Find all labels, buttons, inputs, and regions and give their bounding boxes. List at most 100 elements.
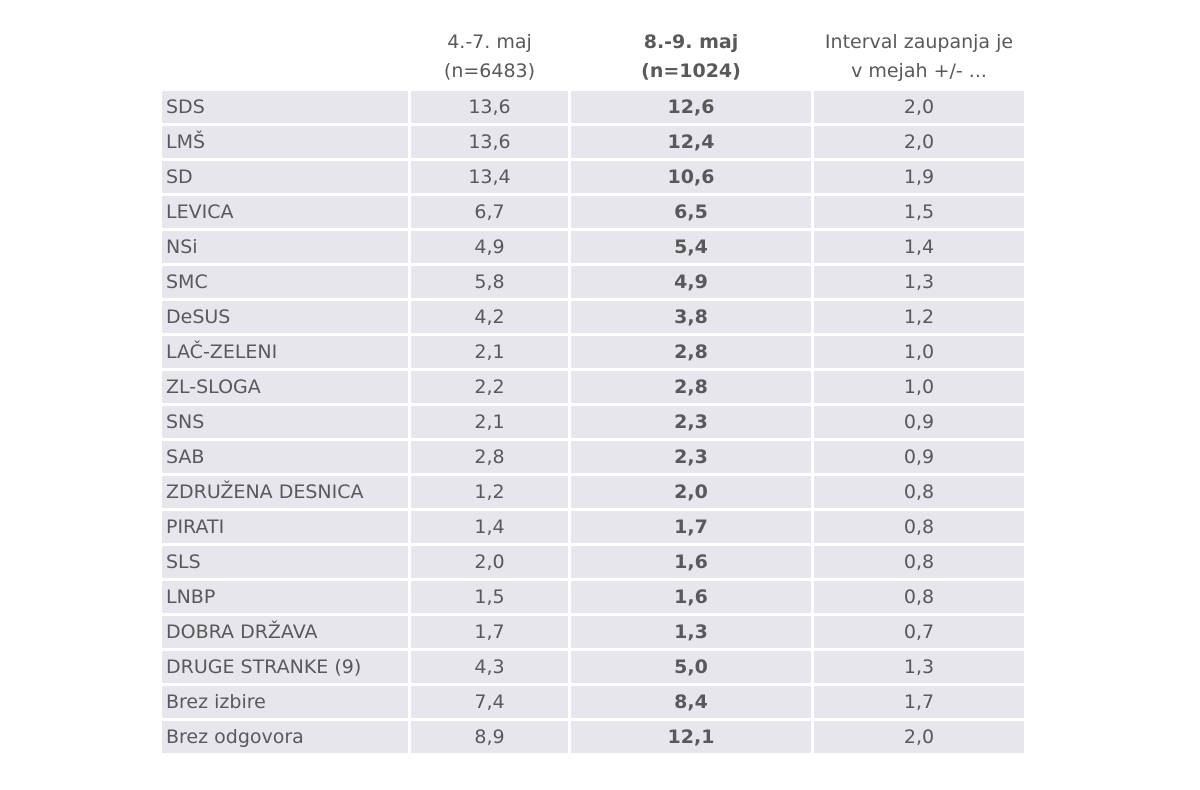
value-8-9-maj-cell: 5,4 <box>571 231 811 263</box>
interval-cell: 0,9 <box>814 406 1024 438</box>
interval-cell: 1,7 <box>814 686 1024 718</box>
header-col-4-7-maj-line1: 4.-7. maj <box>447 31 532 53</box>
interval-cell: 1,2 <box>814 301 1024 333</box>
party-name-cell: SMC <box>162 266 408 298</box>
value-8-9-maj-cell: 12,1 <box>571 721 811 753</box>
value-4-7-maj-cell: 4,3 <box>411 651 568 683</box>
table-row: SLS 2,0 1,6 0,8 <box>162 546 1024 578</box>
party-name-cell: DOBRA DRŽAVA <box>162 616 408 648</box>
interval-cell: 1,0 <box>814 371 1024 403</box>
header-col-4-7-maj: 4.-7. maj (n=6483) <box>411 28 568 90</box>
value-4-7-maj-cell: 2,8 <box>411 441 568 473</box>
party-name-cell: LEVICA <box>162 196 408 228</box>
value-4-7-maj-cell: 4,2 <box>411 301 568 333</box>
interval-cell: 2,0 <box>814 91 1024 123</box>
party-name-cell: SD <box>162 161 408 193</box>
value-8-9-maj-cell: 2,3 <box>571 406 811 438</box>
table-row: SMC 5,8 4,9 1,3 <box>162 266 1024 298</box>
value-8-9-maj-cell: 12,4 <box>571 126 811 158</box>
party-name-cell: SAB <box>162 441 408 473</box>
value-8-9-maj-cell: 2,8 <box>571 371 811 403</box>
party-name-cell: LNBP <box>162 581 408 613</box>
value-4-7-maj-cell: 13,4 <box>411 161 568 193</box>
interval-cell: 0,7 <box>814 616 1024 648</box>
value-4-7-maj-cell: 6,7 <box>411 196 568 228</box>
table-row: PIRATI 1,4 1,7 0,8 <box>162 511 1024 543</box>
party-name-cell: NSi <box>162 231 408 263</box>
interval-cell: 1,0 <box>814 336 1024 368</box>
value-8-9-maj-cell: 1,7 <box>571 511 811 543</box>
table-row: DOBRA DRŽAVA 1,7 1,3 0,7 <box>162 616 1024 648</box>
table-row: SD 13,4 10,6 1,9 <box>162 161 1024 193</box>
value-4-7-maj-cell: 13,6 <box>411 126 568 158</box>
party-name-cell: SLS <box>162 546 408 578</box>
interval-cell: 1,3 <box>814 651 1024 683</box>
header-col-interval-line1: Interval zaupanja je <box>824 31 1014 53</box>
value-4-7-maj-cell: 2,1 <box>411 336 568 368</box>
value-4-7-maj-cell: 5,8 <box>411 266 568 298</box>
interval-cell: 2,0 <box>814 126 1024 158</box>
table-row: DeSUS 4,2 3,8 1,2 <box>162 301 1024 333</box>
header-col-interval: Interval zaupanja je v mejah +/- ... <box>814 28 1024 90</box>
interval-cell: 1,9 <box>814 161 1024 193</box>
value-8-9-maj-cell: 6,5 <box>571 196 811 228</box>
value-4-7-maj-cell: 2,2 <box>411 371 568 403</box>
interval-cell: 2,0 <box>814 721 1024 753</box>
header-col-interval-line2: v mejah +/- ... <box>851 60 987 82</box>
value-4-7-maj-cell: 1,2 <box>411 476 568 508</box>
value-4-7-maj-cell: 2,1 <box>411 406 568 438</box>
party-name-cell: DRUGE STRANKE (9) <box>162 651 408 683</box>
party-name-cell: ZL-SLOGA <box>162 371 408 403</box>
value-8-9-maj-cell: 10,6 <box>571 161 811 193</box>
header-col-4-7-maj-line2: (n=6483) <box>443 60 536 82</box>
table-header: 4.-7. maj (n=6483) 8.-9. maj (n=1024) In… <box>162 28 1024 90</box>
party-name-cell: LMŠ <box>162 126 408 158</box>
value-8-9-maj-cell: 5,0 <box>571 651 811 683</box>
value-8-9-maj-cell: 1,6 <box>571 546 811 578</box>
header-party-empty <box>162 28 408 90</box>
value-4-7-maj-cell: 13,6 <box>411 91 568 123</box>
value-4-7-maj-cell: 1,7 <box>411 616 568 648</box>
table-row: Brez odgovora 8,9 12,1 2,0 <box>162 721 1024 753</box>
value-4-7-maj-cell: 2,0 <box>411 546 568 578</box>
party-name-cell: DeSUS <box>162 301 408 333</box>
party-name-cell: Brez odgovora <box>162 721 408 753</box>
value-8-9-maj-cell: 12,6 <box>571 91 811 123</box>
table-row: SNS 2,1 2,3 0,9 <box>162 406 1024 438</box>
header-col-8-9-maj-line2: (n=1024) <box>641 60 741 82</box>
table-row: LAČ-ZELENI 2,1 2,8 1,0 <box>162 336 1024 368</box>
value-4-7-maj-cell: 1,4 <box>411 511 568 543</box>
table-row: Brez izbire 7,4 8,4 1,7 <box>162 686 1024 718</box>
party-name-cell: ZDRUŽENA DESNICA <box>162 476 408 508</box>
table-row: DRUGE STRANKE (9) 4,3 5,0 1,3 <box>162 651 1024 683</box>
interval-cell: 0,8 <box>814 476 1024 508</box>
party-name-cell: SNS <box>162 406 408 438</box>
value-8-9-maj-cell: 2,0 <box>571 476 811 508</box>
interval-cell: 0,8 <box>814 581 1024 613</box>
value-8-9-maj-cell: 4,9 <box>571 266 811 298</box>
party-name-cell: LAČ-ZELENI <box>162 336 408 368</box>
party-name-cell: Brez izbire <box>162 686 408 718</box>
value-8-9-maj-cell: 2,8 <box>571 336 811 368</box>
table-row: LEVICA 6,7 6,5 1,5 <box>162 196 1024 228</box>
value-8-9-maj-cell: 1,6 <box>571 581 811 613</box>
table-row: SDS 13,6 12,6 2,0 <box>162 91 1024 123</box>
value-4-7-maj-cell: 8,9 <box>411 721 568 753</box>
table-row: ZDRUŽENA DESNICA 1,2 2,0 0,8 <box>162 476 1024 508</box>
header-col-8-9-maj-line1: 8.-9. maj <box>643 31 739 53</box>
value-8-9-maj-cell: 2,3 <box>571 441 811 473</box>
value-8-9-maj-cell: 8,4 <box>571 686 811 718</box>
interval-cell: 0,8 <box>814 511 1024 543</box>
party-name-cell: SDS <box>162 91 408 123</box>
value-4-7-maj-cell: 4,9 <box>411 231 568 263</box>
table-row: SAB 2,8 2,3 0,9 <box>162 441 1024 473</box>
poll-table: 4.-7. maj (n=6483) 8.-9. maj (n=1024) In… <box>162 28 1024 756</box>
party-name-cell: PIRATI <box>162 511 408 543</box>
table-row: LMŠ 13,6 12,4 2,0 <box>162 126 1024 158</box>
interval-cell: 1,3 <box>814 266 1024 298</box>
value-4-7-maj-cell: 7,4 <box>411 686 568 718</box>
interval-cell: 1,4 <box>814 231 1024 263</box>
value-8-9-maj-cell: 1,3 <box>571 616 811 648</box>
interval-cell: 0,8 <box>814 546 1024 578</box>
table-body: SDS 13,6 12,6 2,0 LMŠ 13,6 12,4 2,0 SD 13,4 10,6 1,… <box>162 91 1024 753</box>
